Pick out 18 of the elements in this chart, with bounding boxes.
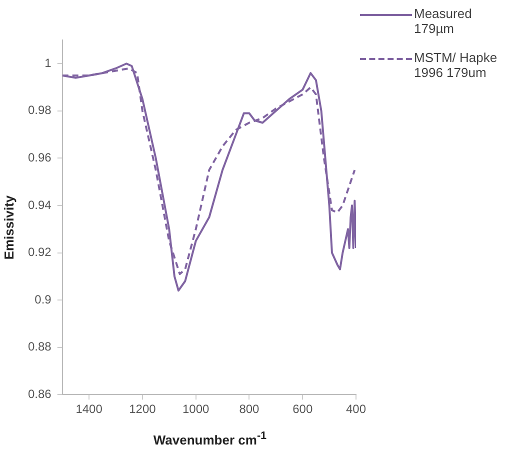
y-tick-label: 0.94: [28, 198, 52, 212]
y-tick-label: 0.88: [28, 340, 52, 354]
x-tick-label: 1200: [129, 402, 156, 416]
y-tick-label: 0.86: [28, 386, 52, 401]
x-tick-label: 1000: [182, 402, 210, 416]
x-tick-label: 800: [239, 402, 260, 416]
y-tick-label: 0.98: [28, 103, 52, 118]
legend-label: MSTM/ Hapke 1996 179um: [414, 50, 498, 80]
y-tick-label: 1: [44, 56, 52, 70]
y-tick-label: 0.92: [28, 245, 52, 260]
x-axis-title: Wavenumber cm$^{-1}$: [152, 430, 268, 448]
y-axis-title: Emissivity: [2, 194, 16, 262]
y-tick-label: 0.96: [28, 150, 52, 165]
legend-label: Measured 179µm: [414, 6, 473, 36]
x-tick-label: 1400: [76, 402, 103, 416]
y-tick-label: 0.9: [34, 292, 52, 306]
x-tick-label: 400: [346, 402, 366, 416]
x-tick-label: 600: [292, 402, 313, 416]
